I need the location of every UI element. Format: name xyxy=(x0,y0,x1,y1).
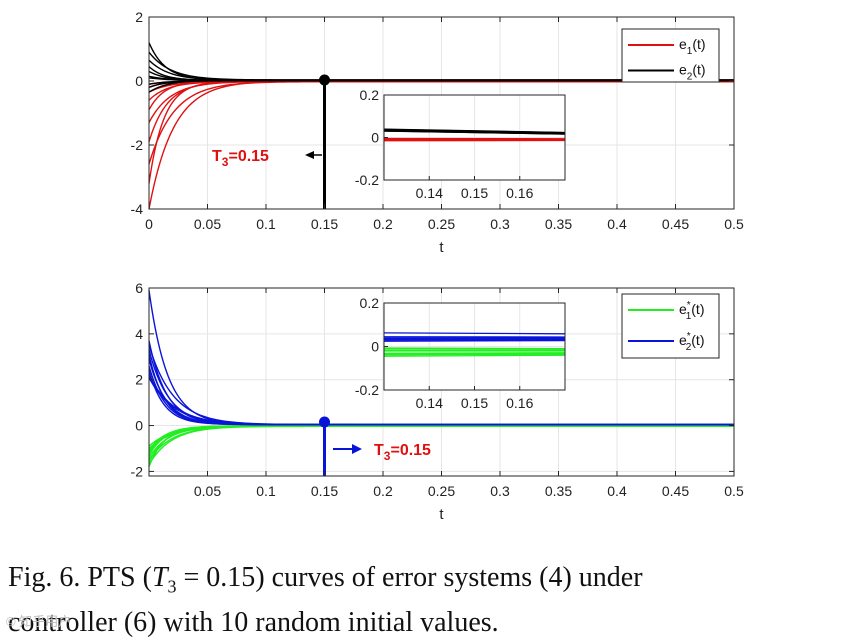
x-axis-label: t xyxy=(439,239,444,256)
x-tick-label: 0 xyxy=(145,216,153,232)
y-tick-label: -2 xyxy=(131,463,144,479)
caption-t-main: T xyxy=(152,562,168,593)
y-tick-label: 4 xyxy=(135,326,143,342)
x-tick-label: 0.3 xyxy=(490,483,510,499)
x-tick-label: 0.2 xyxy=(373,483,393,499)
y-tick-label: -4 xyxy=(131,201,144,217)
inset-y-tick-label: 0.2 xyxy=(360,87,380,103)
y-tick-label: -2 xyxy=(131,137,144,153)
x-tick-label: 0.4 xyxy=(607,483,627,499)
inset-x-tick-label: 0.15 xyxy=(461,395,488,411)
y-tick-label: 2 xyxy=(135,9,143,25)
caption-post: ) curves of error systems (4) under xyxy=(255,562,642,593)
x-tick-label: 0.05 xyxy=(194,483,221,499)
y-tick-label: 0 xyxy=(135,73,143,89)
x-tick-label: 0.25 xyxy=(428,216,455,232)
caption-pre: Fig. 6. PTS ( xyxy=(8,562,152,593)
x-tick-label: 0.15 xyxy=(311,483,338,499)
y-tick-label: 6 xyxy=(135,280,143,296)
inset-y-tick-label: 0 xyxy=(371,130,379,146)
x-tick-label: 0.45 xyxy=(662,216,689,232)
caption-eq: = 0.15 xyxy=(177,562,256,593)
caption-line2: controller (6) with 10 random initial va… xyxy=(8,607,499,638)
x-tick-label: 0.35 xyxy=(545,216,572,232)
x-tick-label: 0.15 xyxy=(311,216,338,232)
inset-series-line-e2*(t) xyxy=(384,340,565,341)
figure-caption: Fig. 6. PTS (T3 = 0.15) curves of error … xyxy=(8,560,844,641)
x-tick-label: 0.4 xyxy=(607,216,627,232)
settling-time-marker xyxy=(319,417,330,428)
inset-y-tick-label: -0.2 xyxy=(355,172,379,188)
settling-time-marker xyxy=(319,75,330,86)
x-tick-label: 0.45 xyxy=(662,483,689,499)
x-tick-label: 0.3 xyxy=(490,216,510,232)
inset-y-tick-label: 0.2 xyxy=(360,295,380,311)
inset-x-tick-label: 0.14 xyxy=(416,395,443,411)
inset-series-line-e1*(t) xyxy=(384,354,565,355)
x-tick-label: 0.5 xyxy=(724,216,744,232)
x-axis-label: t xyxy=(439,506,444,523)
inset-x-tick-label: 0.14 xyxy=(416,185,443,201)
x-tick-label: 0.1 xyxy=(256,483,276,499)
x-tick-label: 0.35 xyxy=(545,483,572,499)
x-tick-label: 0.5 xyxy=(724,483,744,499)
x-tick-label: 0.05 xyxy=(194,216,221,232)
inset-x-tick-label: 0.15 xyxy=(461,185,488,201)
x-tick-label: 0.2 xyxy=(373,216,393,232)
caption-t-sub: 3 xyxy=(168,577,177,597)
inset-y-tick-label: -0.2 xyxy=(355,382,379,398)
x-tick-label: 0.1 xyxy=(256,216,276,232)
inset-x-tick-label: 0.16 xyxy=(506,395,533,411)
inset-y-tick-label: 0 xyxy=(371,339,379,355)
inset-x-tick-label: 0.16 xyxy=(506,185,533,201)
y-tick-label: 0 xyxy=(135,418,143,434)
watermark-text: © 知乎用户 xyxy=(6,611,71,630)
y-tick-label: 2 xyxy=(135,372,143,388)
x-tick-label: 0.25 xyxy=(428,483,455,499)
